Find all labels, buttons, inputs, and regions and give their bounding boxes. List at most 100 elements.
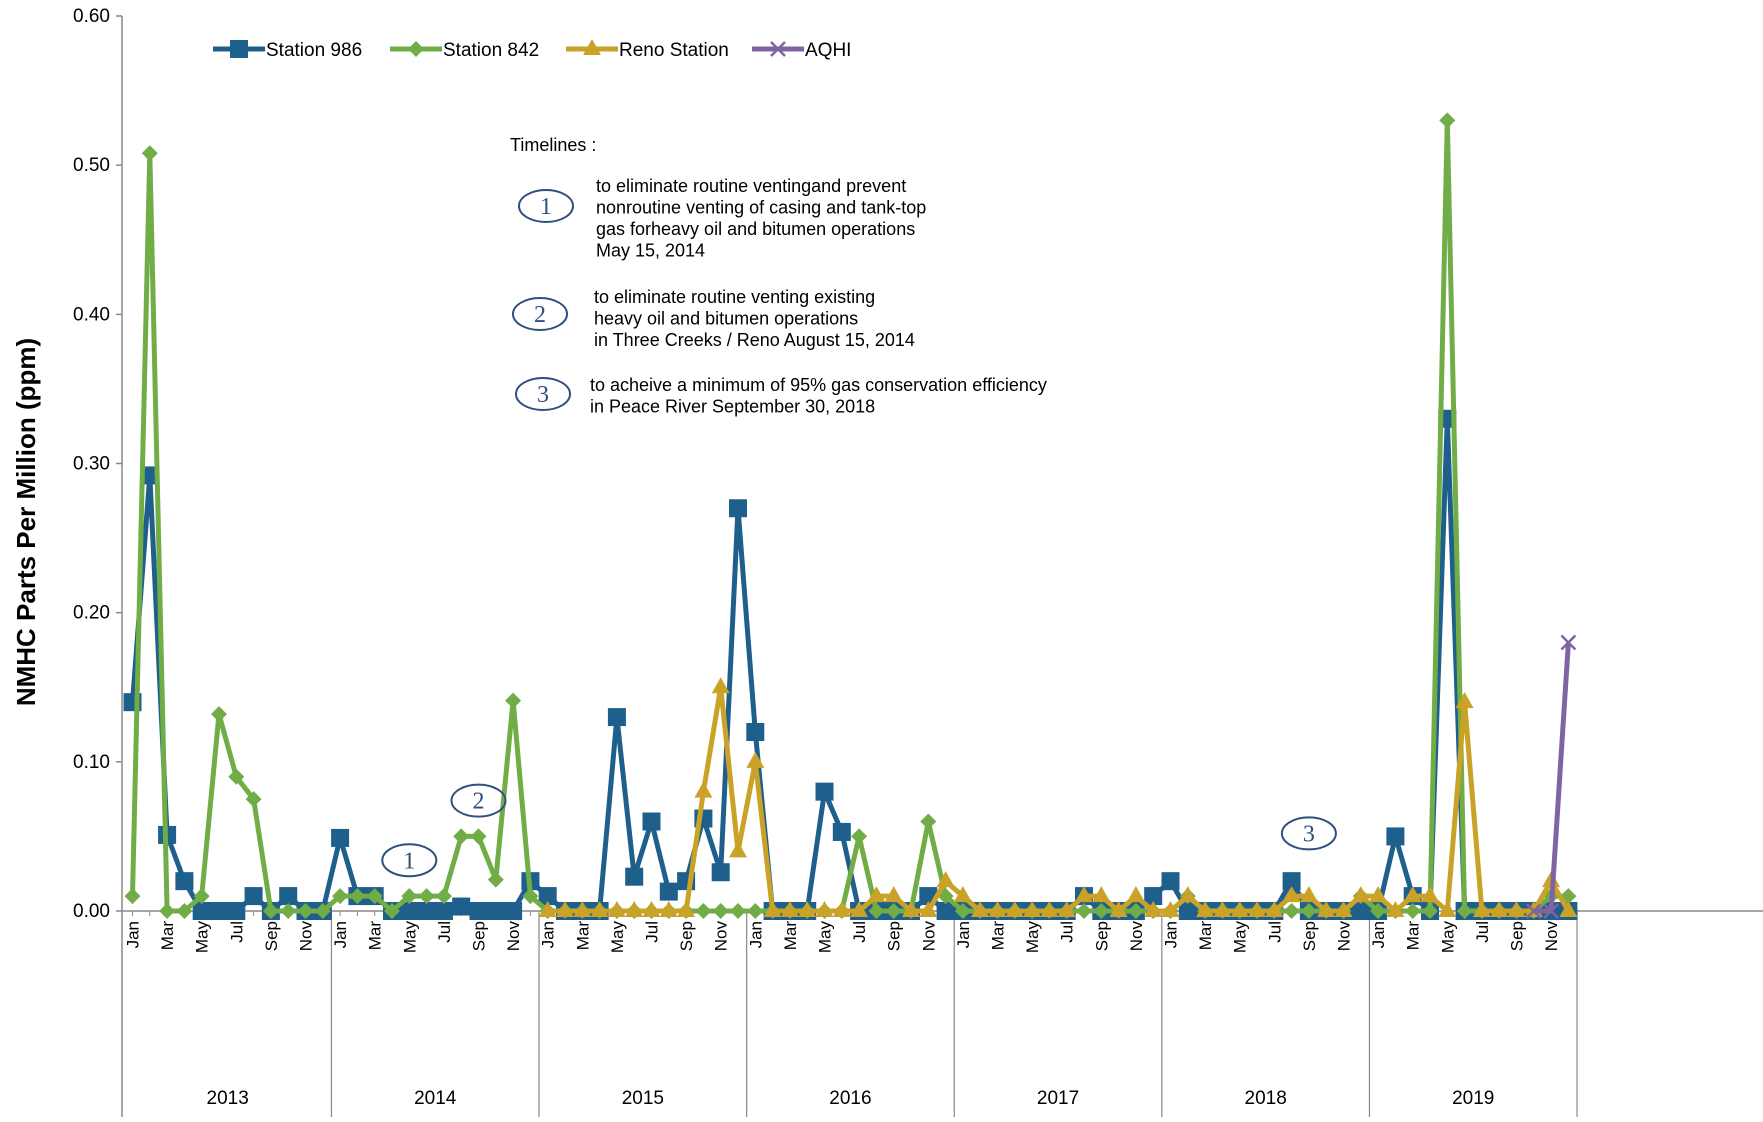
month-label: Mar [781, 921, 800, 951]
data-point [659, 901, 678, 917]
data-point [1161, 901, 1180, 917]
data-point [730, 903, 746, 919]
timeline-marker-oval [515, 377, 571, 411]
month-label: Mar [573, 921, 592, 951]
month-label: May [193, 921, 212, 954]
month-label: May [400, 921, 419, 954]
data-point [538, 901, 557, 917]
data-point [780, 901, 799, 917]
data-point [729, 499, 747, 518]
series-layer [123, 112, 1578, 920]
y-tick-label: 0.10 [73, 752, 110, 773]
data-point [1057, 901, 1076, 917]
data-point [885, 903, 902, 919]
data-point [435, 888, 452, 905]
data-point [920, 813, 937, 830]
plot-marker: 1 [381, 843, 438, 878]
timeline-marker-number: 3 [537, 382, 549, 408]
year-label: 2017 [1037, 1088, 1079, 1109]
data-point [349, 888, 366, 905]
timeline-note-line: to eliminate routine ventingand prevent [596, 176, 906, 196]
data-point [1455, 692, 1474, 709]
month-label: Sep [1508, 921, 1527, 951]
data-point [1543, 903, 1559, 919]
data-point [1093, 903, 1110, 919]
data-point [867, 886, 886, 903]
data-point [850, 901, 869, 917]
data-point [1559, 901, 1578, 917]
data-point [1403, 886, 1422, 903]
data-point [1351, 886, 1370, 903]
data-point [1092, 886, 1111, 903]
month-label: May [608, 921, 627, 954]
data-point [746, 723, 765, 741]
year-label: 2014 [414, 1088, 457, 1109]
legend-label: Station 842 [443, 40, 539, 61]
data-point-stroke [1525, 903, 1542, 919]
data-point [953, 886, 972, 903]
data-point [1456, 903, 1473, 919]
data-point [747, 903, 764, 919]
data-point [1386, 827, 1405, 846]
plot-marker-oval [1280, 816, 1337, 851]
data-point [124, 888, 141, 905]
series-station-986 [123, 409, 1578, 920]
data-point [815, 901, 834, 917]
axes-layer: 0.00 0.10 0.20 0.30 0.40 0.50 0.60 2013 2014 2015… [73, 6, 1763, 1117]
data-point [695, 903, 712, 919]
data-point [1283, 903, 1300, 919]
timeline-marker-number: 1 [540, 194, 552, 220]
data-point [936, 902, 955, 920]
month-label: Nov [712, 921, 731, 952]
data-point [1282, 886, 1301, 903]
series-line [1533, 642, 1571, 914]
data-point [1075, 886, 1093, 903]
data-point [712, 903, 729, 919]
month-label: Sep [262, 921, 281, 951]
data-point [1109, 901, 1128, 917]
data-point [1421, 886, 1439, 903]
data-point [1248, 901, 1266, 917]
data-point [1422, 903, 1438, 919]
data-point [1507, 901, 1526, 917]
data-point [625, 867, 644, 886]
year-label: 2013 [207, 1088, 249, 1109]
plot-marker: 2 [450, 783, 507, 818]
timeline-note-line: to eliminate routine venting existing [594, 287, 875, 307]
data-point [642, 812, 661, 831]
data-point [487, 871, 504, 888]
data-point [522, 888, 539, 905]
data-point [452, 897, 471, 916]
month-label: Sep [885, 921, 904, 951]
data-point [763, 901, 782, 917]
legend-label: Reno Station [619, 40, 729, 61]
year-label: 2018 [1245, 1088, 1287, 1109]
data-point [1178, 902, 1197, 920]
year-label: 2016 [829, 1088, 871, 1109]
data-point [884, 886, 903, 903]
timeline-note-line: nonroutine venting of casing and tank-to… [596, 198, 926, 218]
month-label: Jul [850, 921, 869, 943]
timeline-note-line: gas forheavy oil and bitumen operations [596, 219, 915, 239]
legend-item: Station 842 [390, 40, 539, 61]
y-tick-label: 0.20 [73, 603, 110, 624]
data-point [1282, 872, 1301, 891]
data-point [227, 902, 246, 920]
month-label: Nov [919, 921, 938, 952]
month-label: Jan [1369, 921, 1388, 948]
month-label: Sep [1092, 921, 1111, 951]
data-point [798, 901, 817, 917]
data-point [210, 902, 228, 920]
data-point [1144, 901, 1163, 917]
data-point-stroke [1560, 634, 1577, 651]
series-aqhi [1525, 634, 1577, 919]
month-label: Jan [124, 921, 143, 948]
data-point [711, 863, 730, 882]
data-point [919, 901, 938, 917]
month-label: Mar [1196, 921, 1215, 951]
data-point [832, 822, 851, 841]
month-label: Jul [1473, 921, 1492, 943]
data-point-stroke [770, 41, 786, 57]
